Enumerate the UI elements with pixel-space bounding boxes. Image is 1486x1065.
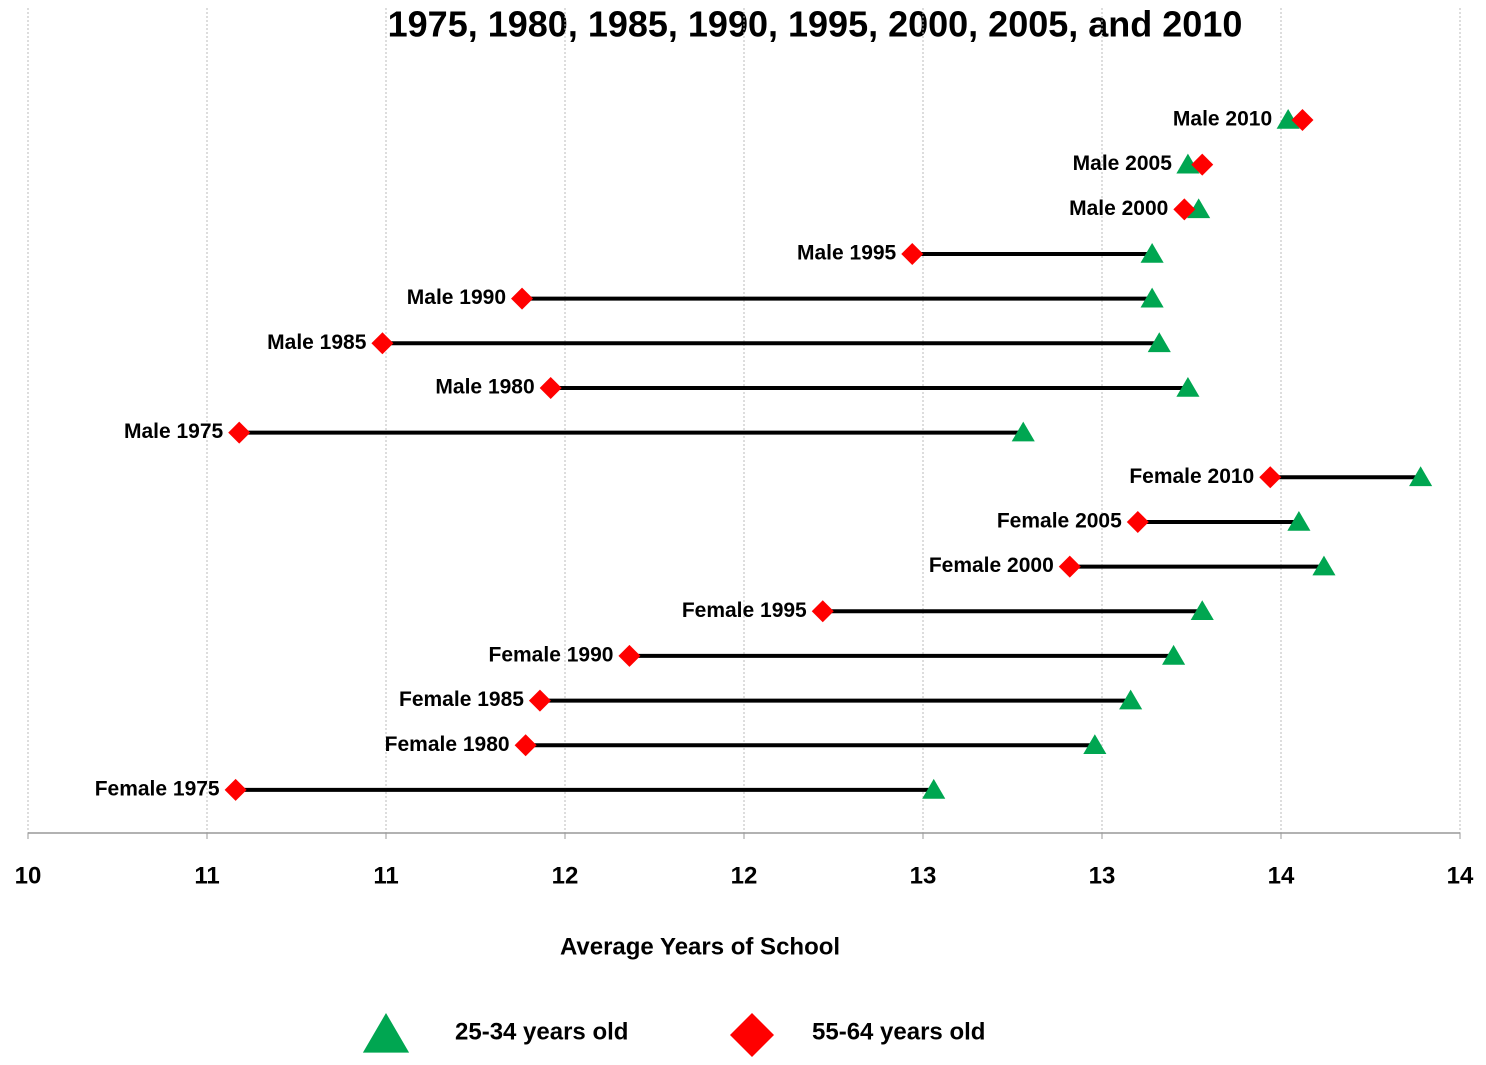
- marker: [228, 421, 251, 444]
- marker: [618, 644, 641, 667]
- legend-marker: [362, 1013, 410, 1053]
- category-label: Male 1990: [407, 286, 506, 309]
- category-label: Female 1995: [682, 599, 807, 622]
- category-label: Male 2010: [1173, 108, 1272, 131]
- category-label: Female 2005: [997, 509, 1122, 532]
- category-label: Male 2005: [1073, 152, 1173, 175]
- marker: [811, 600, 834, 623]
- marker: [1058, 555, 1081, 578]
- category-label: Female 2010: [1129, 465, 1254, 488]
- marker: [528, 689, 551, 712]
- marker: [922, 778, 946, 799]
- marker: [1162, 644, 1186, 665]
- marker: [1176, 376, 1200, 397]
- x-tick-label: 14: [1447, 862, 1474, 889]
- legend-label: 25-34 years old: [455, 1018, 628, 1045]
- marker: [1276, 109, 1300, 129]
- marker: [1011, 421, 1035, 442]
- marker: [1119, 689, 1143, 710]
- legend-label: 55-64 years old: [812, 1018, 985, 1045]
- category-label: Male 1980: [435, 376, 534, 399]
- marker: [1291, 109, 1314, 131]
- marker: [371, 332, 394, 355]
- marker: [224, 778, 247, 801]
- category-label: Female 1990: [489, 643, 614, 666]
- marker: [1191, 153, 1214, 176]
- x-axis-title: Average Years of School: [560, 933, 840, 960]
- marker: [1173, 198, 1196, 221]
- category-label: Female 1980: [385, 733, 510, 756]
- category-label: Male 2000: [1069, 197, 1168, 220]
- marker: [1190, 600, 1214, 621]
- marker: [1140, 242, 1164, 263]
- x-tick-label: 11: [373, 862, 398, 889]
- marker: [511, 287, 534, 310]
- marker: [1409, 466, 1433, 487]
- category-label: Female 1985: [399, 688, 524, 711]
- x-tick-label: 11: [194, 862, 219, 889]
- x-tick-label: 14: [1268, 862, 1295, 889]
- x-tick-label: 10: [15, 862, 42, 889]
- category-label: Male 1975: [124, 420, 224, 443]
- marker: [1187, 198, 1211, 219]
- marker: [1287, 510, 1311, 531]
- marker: [514, 734, 537, 757]
- marker: [1259, 466, 1282, 489]
- category-label: Female 1975: [95, 777, 220, 800]
- legend-marker: [730, 1013, 774, 1057]
- marker: [1176, 153, 1200, 174]
- category-label: Female 2000: [929, 554, 1054, 577]
- chart-title: 1975, 1980, 1985, 1990, 1995, 2000, 2005…: [388, 4, 1243, 45]
- x-tick-label: 12: [552, 862, 579, 889]
- x-tick-label: 13: [1089, 862, 1116, 889]
- category-label: Male 1985: [267, 331, 367, 354]
- marker: [1140, 287, 1164, 308]
- marker: [1312, 555, 1336, 576]
- marker: [901, 242, 924, 265]
- marker: [539, 376, 562, 399]
- category-label: Male 1995: [797, 242, 897, 265]
- marker: [1083, 734, 1107, 755]
- marker: [1126, 510, 1149, 533]
- x-tick-label: 12: [731, 862, 758, 889]
- x-tick-label: 13: [910, 862, 937, 889]
- marker: [1147, 332, 1171, 353]
